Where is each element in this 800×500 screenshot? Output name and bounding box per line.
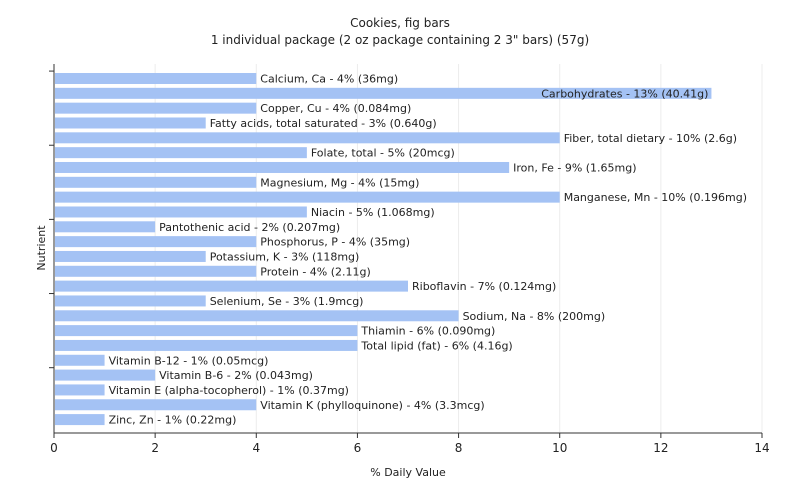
- bar: [55, 339, 358, 351]
- bar: [55, 369, 156, 381]
- bars: [55, 73, 712, 426]
- bar: [55, 161, 510, 173]
- bar-label: Manganese, Mn - 10% (0.196mg): [564, 191, 747, 204]
- bar: [55, 399, 257, 411]
- x-tick-label: 0: [50, 441, 58, 455]
- x-tick-label: 4: [252, 441, 260, 455]
- bar: [55, 191, 560, 203]
- bar: [55, 176, 257, 188]
- bar-label: Folate, total - 5% (20mcg): [311, 147, 455, 160]
- bar-label: Niacin - 5% (1.068mg): [311, 206, 435, 219]
- x-tick-label: 8: [455, 441, 463, 455]
- bar: [55, 132, 560, 144]
- bar: [55, 250, 206, 262]
- x-tick-label: 12: [653, 441, 668, 455]
- bar: [55, 325, 358, 337]
- bar: [55, 147, 307, 159]
- x-tick-label: 14: [754, 441, 769, 455]
- x-tick-label: 2: [151, 441, 159, 455]
- bar: [55, 295, 206, 307]
- bar-label: Vitamin E (alpha-tocopherol) - 1% (0.37m…: [109, 384, 349, 397]
- y-axis-ticks: [49, 70, 54, 369]
- bar-label: Fatty acids, total saturated - 3% (0.640…: [210, 117, 437, 130]
- chart-title: Cookies, fig bars: [350, 16, 450, 30]
- x-axis-title: % Daily Value: [370, 466, 446, 479]
- bar-label: Riboflavin - 7% (0.124mg): [412, 280, 556, 293]
- bar-label: Total lipid (fat) - 6% (4.16g): [360, 339, 512, 352]
- y-axis-title: Nutrient: [35, 225, 48, 271]
- bar: [55, 87, 712, 99]
- bar-label: Magnesium, Mg - 4% (15mg): [260, 176, 419, 189]
- bar-label: Calcium, Ca - 4% (36mg): [260, 73, 398, 86]
- chart-subtitle: 1 individual package (2 oz package conta…: [211, 33, 589, 47]
- bar: [55, 384, 105, 396]
- bar-labels: Calcium, Ca - 4% (36mg) Carbohydrates - 1…: [109, 73, 747, 427]
- bar: [55, 265, 257, 277]
- bar-label: Vitamin B-12 - 1% (0.05mcg): [109, 354, 269, 367]
- bar: [55, 73, 257, 84]
- bar: [55, 310, 459, 322]
- grid-lines: [154, 64, 763, 433]
- bar: [55, 102, 257, 114]
- bar-label: Pantothenic acid - 2% (0.207mg): [159, 221, 340, 234]
- bar-label: Iron, Fe - 9% (1.65mg): [513, 161, 636, 174]
- bar-label: Potassium, K - 3% (118mg): [210, 250, 360, 263]
- bar-label: Carbohydrates - 13% (40.41g): [541, 87, 708, 100]
- bar: [55, 280, 408, 292]
- bar-label: Sodium, Na - 8% (200mg): [463, 310, 606, 323]
- x-axis-ticks: 0 2 4 6 8 10 12 14: [50, 433, 770, 455]
- bar-label: Selenium, Se - 3% (1.9mcg): [210, 295, 364, 308]
- bar: [55, 354, 105, 366]
- bar-label: Vitamin K (phylloquinone) - 4% (3.3mcg): [260, 399, 484, 412]
- bar-label: Phosphorus, P - 4% (35mg): [260, 236, 410, 249]
- bar: [55, 414, 105, 426]
- bar-label: Thiamin - 6% (0.090mg): [360, 325, 495, 338]
- bar: [55, 117, 206, 129]
- bar-label: Zinc, Zn - 1% (0.22mg): [109, 414, 237, 427]
- bar-label: Fiber, total dietary - 10% (2.6g): [564, 132, 737, 145]
- bar-label: Vitamin B-6 - 2% (0.043mg): [159, 369, 313, 382]
- x-tick-label: 6: [354, 441, 362, 455]
- x-tick-label: 10: [552, 441, 567, 455]
- bar-label: Protein - 4% (2.11g): [260, 265, 371, 278]
- bar: [55, 206, 307, 218]
- bar-label: Copper, Cu - 4% (0.084mg): [260, 102, 411, 115]
- bar: [55, 221, 156, 233]
- bar: [55, 236, 257, 248]
